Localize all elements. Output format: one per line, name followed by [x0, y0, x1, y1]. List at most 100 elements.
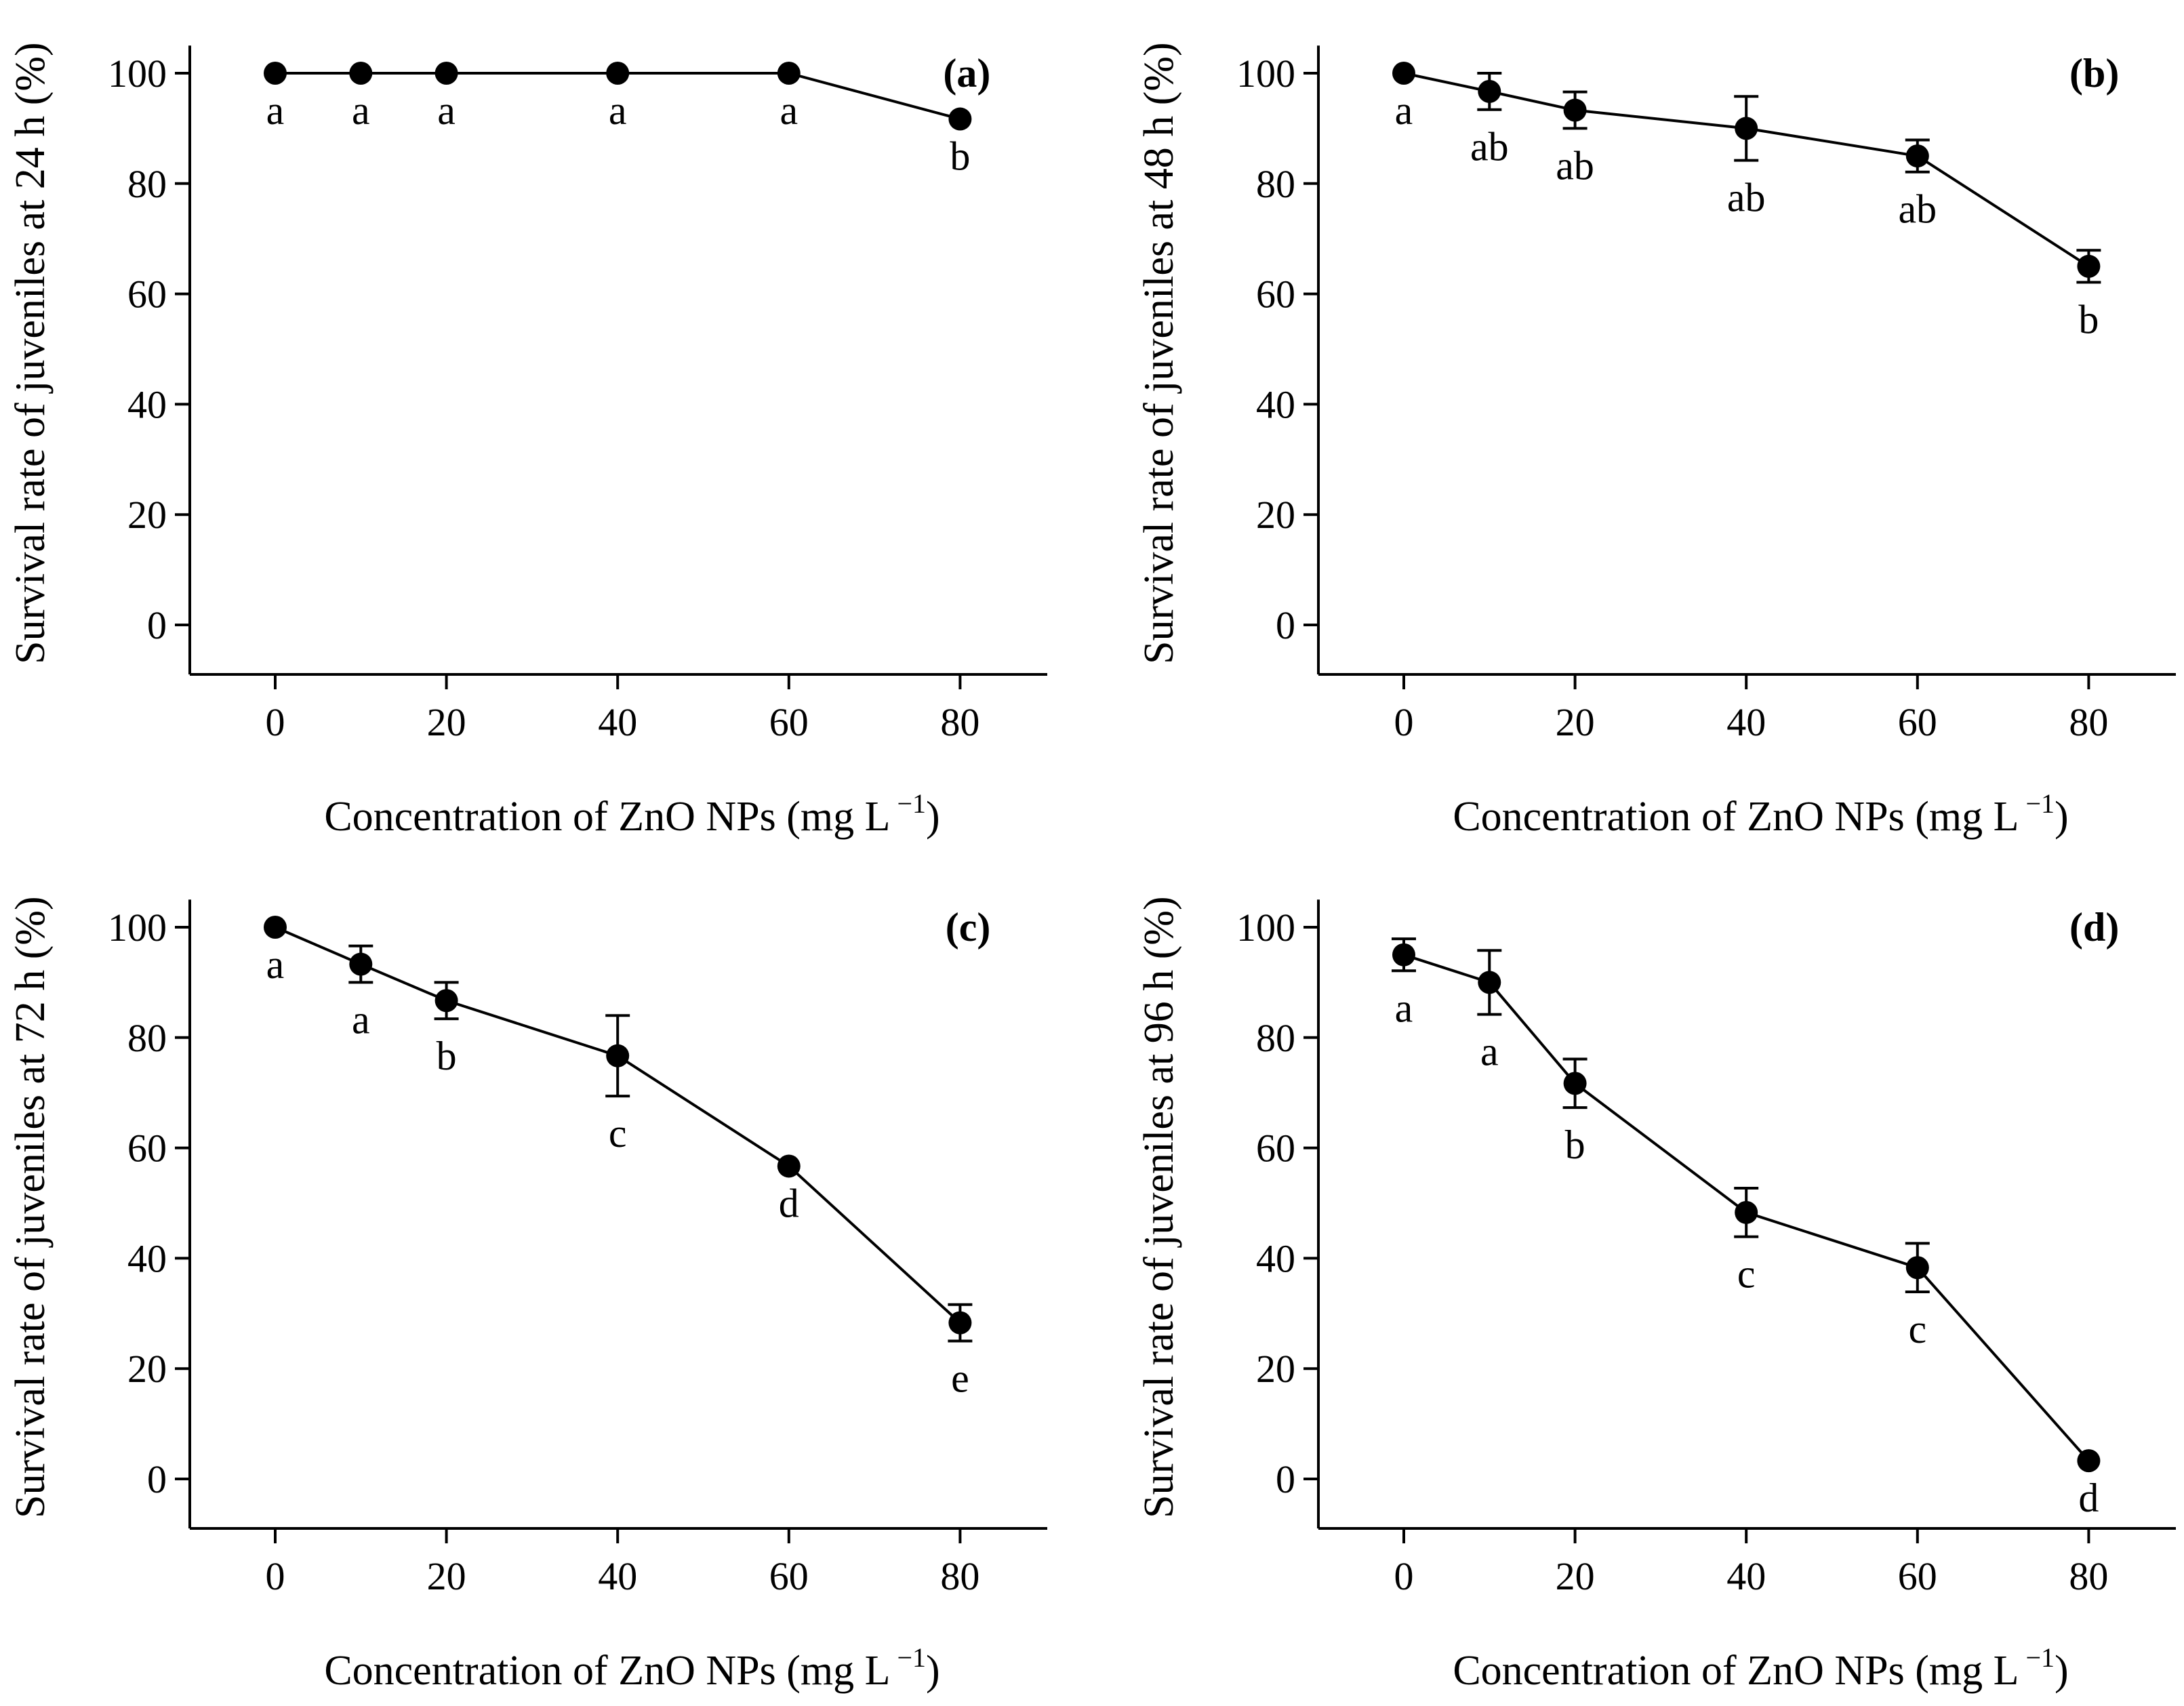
y-tick-label: 100: [108, 906, 167, 950]
significance-label: a: [266, 88, 285, 133]
data-point: [1735, 1200, 1758, 1224]
data-point: [1478, 79, 1501, 103]
y-axis-title: Survival rate of juveniles at 24 h (%): [7, 42, 54, 664]
y-tick-label: 20: [1256, 1347, 1295, 1391]
data-point: [606, 1044, 630, 1068]
x-tick-label: 40: [598, 700, 637, 744]
panel-label: (d): [2069, 905, 2119, 950]
x-tick-label: 80: [2069, 700, 2108, 744]
y-tick-label: 60: [127, 1126, 167, 1171]
significance-label: a: [266, 942, 285, 987]
y-tick-label: 0: [147, 1457, 167, 1501]
y-tick-label: 40: [1256, 1236, 1295, 1280]
x-tick-label: 80: [940, 700, 979, 744]
y-tick-label: 60: [127, 272, 167, 317]
data-point: [434, 62, 458, 85]
data-point: [777, 62, 801, 85]
x-tick-label: 20: [1556, 700, 1595, 744]
significance-label: a: [780, 88, 798, 133]
data-point: [1392, 943, 1415, 967]
y-axis-title: Survival rate of juveniles at 48 h (%): [1136, 42, 1182, 664]
significance-label: a: [1480, 1030, 1499, 1074]
significance-label: c: [609, 1111, 627, 1156]
data-point: [1905, 144, 1929, 168]
x-tick-label: 40: [1726, 1554, 1766, 1598]
y-tick-label: 80: [1256, 1016, 1295, 1060]
significance-label: a: [352, 997, 370, 1042]
data-point: [1478, 971, 1501, 994]
data-point: [349, 62, 373, 85]
x-axis-title: Concentration of ZnO NPs (mg L −1): [1453, 788, 2068, 840]
significance-label: ab: [1470, 125, 1509, 169]
data-point: [606, 62, 630, 85]
panel-label: (b): [2069, 51, 2119, 96]
data-point: [1563, 1072, 1587, 1095]
y-tick-label: 80: [1256, 162, 1295, 206]
significance-label: a: [437, 88, 456, 133]
series-line: [1403, 953, 2090, 1462]
significance-label: e: [951, 1356, 969, 1401]
y-tick-label: 80: [127, 1016, 167, 1060]
significance-label: a: [1395, 986, 1413, 1030]
y-axis-title: Survival rate of juveniles at 96 h (%): [1136, 896, 1182, 1518]
significance-label: b: [437, 1034, 457, 1078]
chart-panel-d: 0 20 40 60 80 100 0 20 40 60 80 Survival rate of ju…: [1136, 896, 2176, 1694]
y-tick-label: 0: [1276, 603, 1295, 647]
y-tick-label: 100: [108, 52, 167, 96]
significance-label: c: [1737, 1252, 1756, 1297]
chart-panel-a: 0 20 40 60 80 100 0 20 40 60 80 Survival rate of ju…: [7, 42, 1047, 840]
y-tick-label: 20: [127, 493, 167, 537]
y-tick-label: 40: [127, 382, 167, 426]
x-tick-label: 60: [1898, 700, 1937, 744]
series-line: [275, 926, 961, 1324]
data-point: [948, 107, 972, 131]
data-point: [2077, 1449, 2101, 1473]
x-tick-label: 20: [1556, 1554, 1595, 1598]
y-tick-label: 40: [1256, 382, 1295, 426]
y-tick-label: 100: [1236, 52, 1295, 96]
y-tick-label: 60: [1256, 272, 1295, 317]
data-point: [948, 1311, 972, 1335]
y-tick-label: 60: [1256, 1126, 1295, 1171]
data-point: [1392, 62, 1415, 85]
significance-label: a: [609, 88, 627, 133]
x-tick-label: 40: [1726, 700, 1766, 744]
panel-label: (a): [943, 51, 990, 96]
data-point: [1563, 98, 1587, 122]
data-point: [349, 952, 373, 976]
significance-label: d: [2078, 1476, 2099, 1520]
significance-label: a: [1395, 88, 1413, 133]
x-tick-label: 80: [2069, 1554, 2108, 1598]
panel-label: (c): [946, 905, 991, 950]
x-tick-label: 40: [598, 1554, 637, 1598]
x-tick-label: 0: [266, 700, 285, 744]
significance-label: b: [2078, 298, 2099, 342]
y-axis-title: Survival rate of juveniles at 72 h (%): [7, 896, 54, 1518]
series-line: [1403, 72, 2090, 268]
x-tick-label: 0: [266, 1554, 285, 1598]
x-tick-label: 20: [427, 700, 466, 744]
chart-panel-b: 0 20 40 60 80 100 0 20 40 60 80 Survival rate of ju…: [1136, 42, 2176, 840]
significance-label: ab: [1556, 143, 1594, 188]
x-tick-label: 80: [940, 1554, 979, 1598]
data-point: [434, 989, 458, 1013]
data-point: [777, 1154, 801, 1178]
x-tick-label: 20: [427, 1554, 466, 1598]
x-axis-title: Concentration of ZnO NPs (mg L −1): [324, 1642, 939, 1694]
significance-label: b: [950, 134, 970, 179]
y-tick-label: 80: [127, 162, 167, 206]
y-tick-label: 100: [1236, 906, 1295, 950]
significance-label: d: [779, 1181, 799, 1225]
data-point: [1905, 1256, 1929, 1280]
significance-label: ab: [1898, 187, 1937, 232]
y-tick-label: 20: [127, 1347, 167, 1391]
data-point: [1735, 117, 1758, 140]
y-tick-label: 40: [127, 1236, 167, 1280]
data-point: [264, 62, 287, 85]
significance-label: ab: [1727, 176, 1766, 220]
chart-panel-c: 0 20 40 60 80 100 0 20 40 60 80 Survival rate of ju…: [7, 896, 1047, 1694]
x-tick-label: 0: [1394, 700, 1414, 744]
data-point: [2077, 254, 2101, 278]
y-tick-label: 20: [1256, 493, 1295, 537]
